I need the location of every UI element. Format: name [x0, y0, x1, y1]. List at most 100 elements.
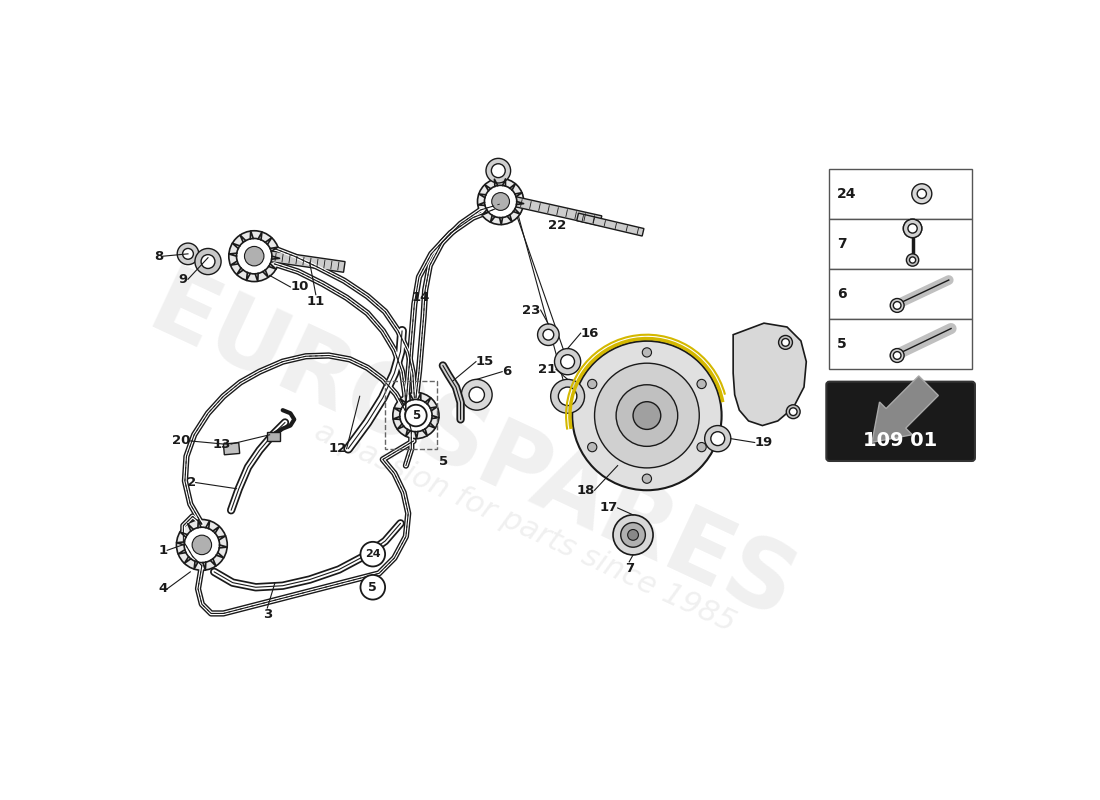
Text: 4: 4 [158, 582, 167, 595]
Text: 24: 24 [837, 186, 857, 201]
Circle shape [595, 363, 700, 468]
Circle shape [492, 164, 505, 178]
Text: 17: 17 [600, 502, 618, 514]
Circle shape [890, 349, 904, 362]
Circle shape [559, 387, 576, 406]
Polygon shape [872, 376, 938, 442]
Circle shape [361, 575, 385, 599]
Text: 5: 5 [439, 455, 448, 468]
Text: 5: 5 [837, 337, 847, 351]
Circle shape [492, 193, 509, 210]
Circle shape [587, 442, 597, 452]
Circle shape [486, 158, 510, 183]
Bar [829, 219, 972, 270]
Polygon shape [514, 197, 602, 226]
Circle shape [229, 230, 279, 282]
Circle shape [642, 348, 651, 357]
Text: 21: 21 [538, 363, 556, 376]
Circle shape [893, 302, 901, 310]
Circle shape [616, 385, 678, 446]
Circle shape [903, 219, 922, 238]
Text: 23: 23 [522, 303, 541, 317]
Circle shape [177, 243, 199, 265]
Text: 2: 2 [187, 476, 196, 489]
Text: 9: 9 [179, 273, 188, 286]
Circle shape [201, 254, 214, 269]
Circle shape [361, 542, 385, 566]
Circle shape [786, 405, 800, 418]
Circle shape [628, 530, 638, 540]
Circle shape [779, 335, 792, 350]
Text: 6: 6 [837, 287, 847, 301]
Text: 18: 18 [576, 484, 594, 497]
Text: 8: 8 [154, 250, 163, 262]
Circle shape [399, 399, 432, 432]
Text: 14: 14 [411, 291, 430, 304]
Circle shape [195, 249, 221, 274]
Circle shape [642, 474, 651, 483]
Text: 12: 12 [329, 442, 346, 455]
Circle shape [543, 330, 553, 340]
Bar [829, 319, 972, 370]
Circle shape [461, 379, 492, 410]
Circle shape [561, 354, 574, 369]
Text: 10: 10 [290, 281, 309, 294]
Polygon shape [576, 213, 643, 236]
Polygon shape [268, 251, 345, 272]
Bar [829, 169, 972, 219]
Bar [223, 442, 240, 454]
Circle shape [405, 405, 427, 426]
Text: 109 01: 109 01 [864, 431, 937, 450]
Circle shape [790, 408, 798, 415]
Circle shape [192, 535, 211, 554]
Circle shape [711, 432, 725, 446]
Text: 1: 1 [158, 544, 167, 557]
Circle shape [908, 224, 917, 233]
Circle shape [910, 257, 915, 263]
Circle shape [912, 184, 932, 204]
Circle shape [184, 527, 220, 562]
Text: 16: 16 [581, 326, 600, 340]
Circle shape [484, 186, 517, 218]
Circle shape [244, 246, 264, 266]
Text: 5: 5 [368, 581, 377, 594]
Circle shape [538, 324, 559, 346]
Circle shape [587, 379, 597, 389]
Text: 6: 6 [502, 365, 512, 378]
Circle shape [697, 442, 706, 452]
Circle shape [697, 379, 706, 389]
Circle shape [634, 402, 661, 430]
Circle shape [613, 515, 653, 555]
Text: 7: 7 [837, 237, 847, 251]
Text: 3: 3 [263, 608, 272, 621]
Circle shape [393, 393, 439, 438]
Circle shape [176, 519, 228, 570]
Circle shape [572, 341, 722, 490]
Circle shape [551, 379, 584, 414]
Text: 20: 20 [172, 434, 190, 447]
Text: 15: 15 [476, 355, 494, 368]
Circle shape [903, 219, 922, 238]
Text: 24: 24 [365, 549, 381, 559]
FancyBboxPatch shape [826, 382, 975, 461]
Text: 7: 7 [625, 562, 634, 575]
Circle shape [477, 178, 524, 225]
Circle shape [893, 352, 901, 359]
Circle shape [890, 298, 904, 312]
Circle shape [782, 338, 790, 346]
Bar [266, 432, 280, 441]
Circle shape [407, 406, 425, 425]
Polygon shape [733, 323, 806, 426]
Circle shape [906, 254, 918, 266]
Circle shape [469, 387, 484, 402]
Bar [385, 381, 438, 449]
Text: 13: 13 [212, 438, 231, 450]
Circle shape [554, 349, 581, 374]
Circle shape [620, 522, 646, 547]
Circle shape [917, 189, 926, 198]
Circle shape [705, 426, 730, 452]
Text: 11: 11 [307, 294, 324, 308]
Circle shape [183, 249, 194, 259]
Bar [829, 270, 972, 319]
Text: 22: 22 [548, 219, 566, 232]
